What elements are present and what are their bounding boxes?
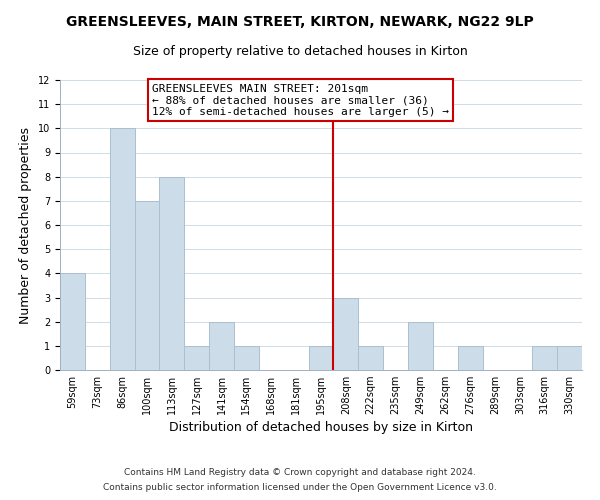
- Bar: [134, 201, 160, 370]
- Text: Contains HM Land Registry data © Crown copyright and database right 2024.: Contains HM Land Registry data © Crown c…: [124, 468, 476, 477]
- Bar: [532, 346, 557, 370]
- Bar: [408, 322, 433, 370]
- Y-axis label: Number of detached properties: Number of detached properties: [19, 126, 32, 324]
- Text: Size of property relative to detached houses in Kirton: Size of property relative to detached ho…: [133, 45, 467, 58]
- Bar: [209, 322, 234, 370]
- Bar: [308, 346, 334, 370]
- X-axis label: Distribution of detached houses by size in Kirton: Distribution of detached houses by size …: [169, 422, 473, 434]
- Bar: [160, 176, 184, 370]
- Bar: [358, 346, 383, 370]
- Bar: [60, 274, 85, 370]
- Bar: [184, 346, 209, 370]
- Text: Contains public sector information licensed under the Open Government Licence v3: Contains public sector information licen…: [103, 483, 497, 492]
- Text: GREENSLEEVES, MAIN STREET, KIRTON, NEWARK, NG22 9LP: GREENSLEEVES, MAIN STREET, KIRTON, NEWAR…: [66, 15, 534, 29]
- Bar: [334, 298, 358, 370]
- Bar: [458, 346, 482, 370]
- Bar: [557, 346, 582, 370]
- Bar: [234, 346, 259, 370]
- Bar: [110, 128, 134, 370]
- Text: GREENSLEEVES MAIN STREET: 201sqm
← 88% of detached houses are smaller (36)
12% o: GREENSLEEVES MAIN STREET: 201sqm ← 88% o…: [152, 84, 449, 117]
